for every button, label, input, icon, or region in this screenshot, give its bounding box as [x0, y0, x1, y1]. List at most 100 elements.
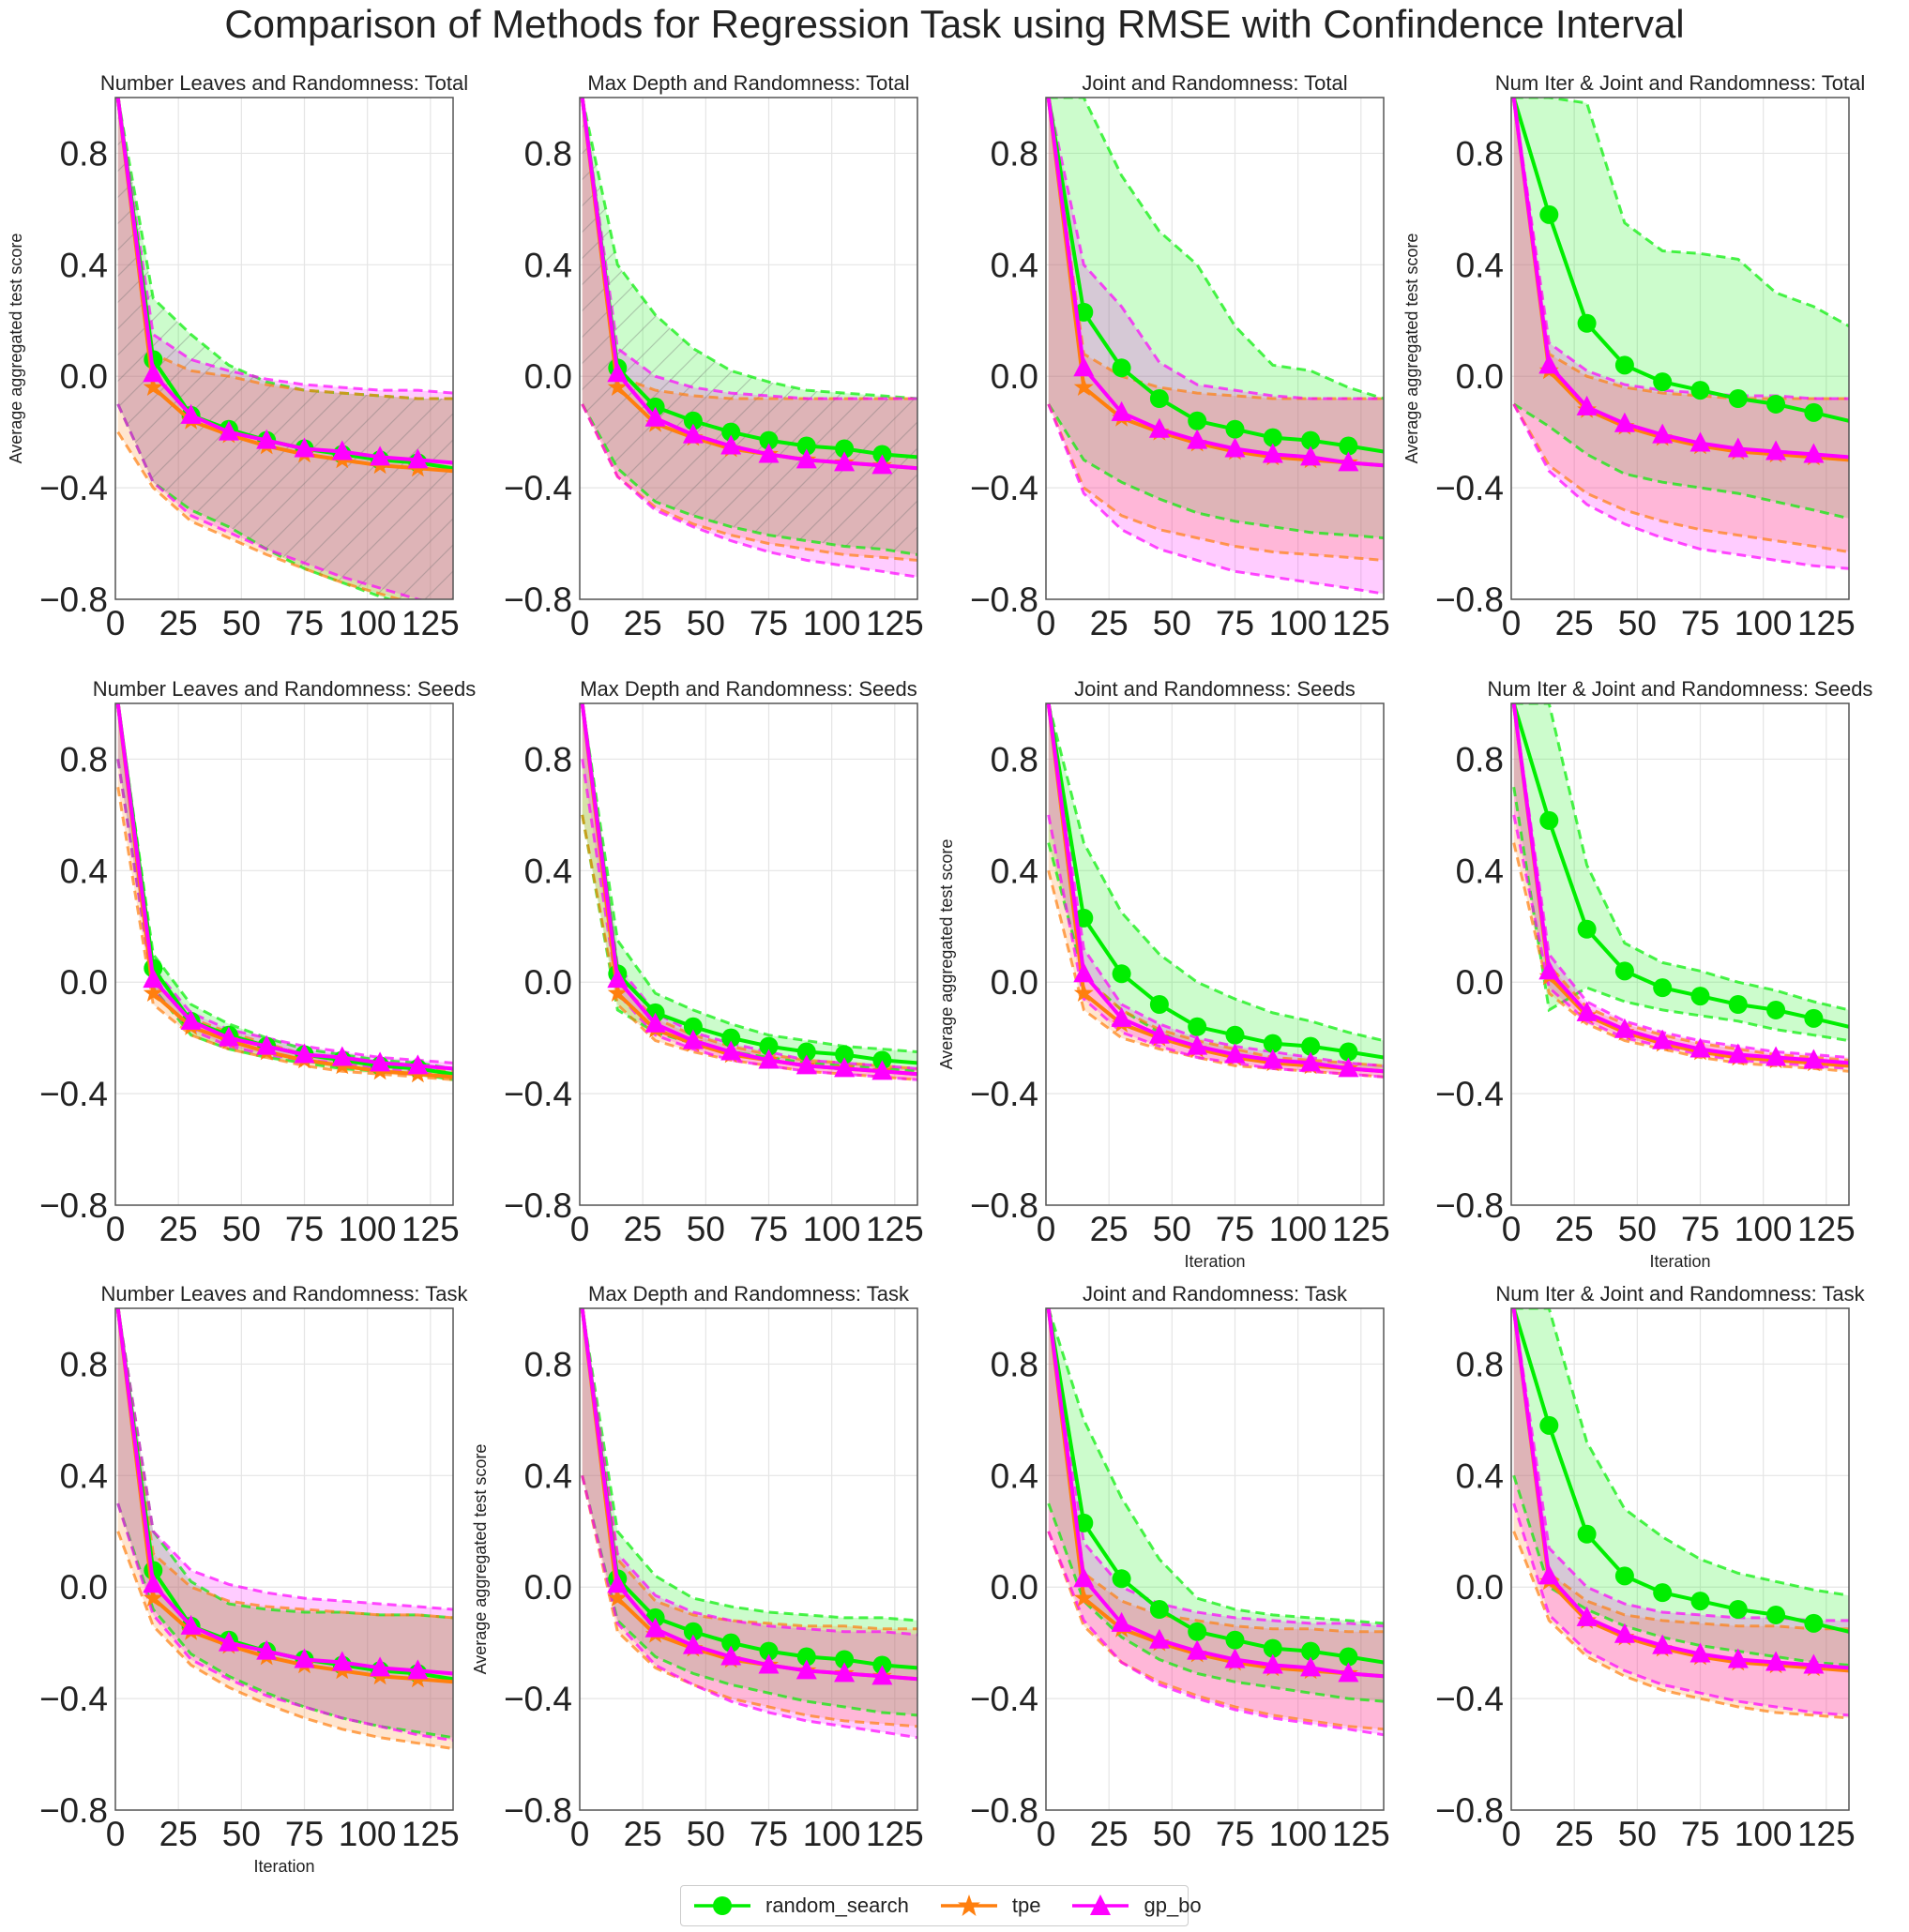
data-point-random-search: [1301, 1641, 1321, 1661]
subplot-title: Number Leaves and Randomness: Seeds: [93, 677, 476, 701]
ci-band-random-search: [582, 1308, 917, 1715]
series-line-gp-bo: [1511, 703, 1849, 1065]
data-point-gp-bo: [1224, 1648, 1246, 1668]
data-point-gp-bo: [720, 434, 742, 455]
ci-lower-line-gp-bo: [1047, 814, 1384, 1079]
ci-hatch-overlay: [117, 98, 453, 599]
ci-upper-line-gp-bo: [116, 98, 453, 395]
x-tick-label: 50: [1618, 1210, 1657, 1248]
data-point-gp-bo: [1765, 1046, 1787, 1066]
ci-lower-line-gp-bo: [116, 403, 424, 599]
axes-frame: [579, 1307, 918, 1811]
legend-item-random-search: random_search: [692, 1892, 909, 1920]
y-tick-label: 0.8: [991, 134, 1038, 173]
x-tick-label: 50: [222, 604, 261, 642]
y-tick-label: 0.0: [524, 357, 572, 396]
data-point-random-search: [1804, 1008, 1824, 1028]
data-point-tpe: [607, 1588, 628, 1607]
data-point-gp-bo: [682, 423, 704, 444]
series-line-random-search: [580, 98, 917, 460]
x-tick-label: 75: [1216, 1815, 1254, 1853]
ci-upper-line-gp-bo: [1512, 98, 1849, 400]
ci-upper-line-gp-bo: [581, 98, 917, 400]
y-tick-label: 0.0: [1456, 1568, 1504, 1607]
series-line-gp-bo: [115, 1308, 453, 1676]
ci-upper-line-tpe: [581, 1308, 917, 1631]
data-point-gp-bo: [834, 1057, 856, 1078]
y-tick-label: 0.0: [60, 1568, 108, 1607]
data-point-gp-bo: [1224, 437, 1246, 458]
subplot-title: Num Iter & Joint and Randomness: Total: [1495, 71, 1866, 95]
ci-lower-line-gp-bo: [1047, 403, 1384, 596]
data-point-random-search: [796, 1647, 816, 1667]
data-point-gp-bo: [331, 1046, 353, 1066]
data-point-random-search: [1577, 919, 1597, 939]
y-tick-label: −0.8: [1435, 1186, 1504, 1225]
axes-frame: [114, 1307, 454, 1811]
series-line-gp-bo: [1511, 98, 1849, 460]
subplot-title: Number Leaves and Randomness: Total: [100, 71, 468, 95]
ci-band-random-search: [1048, 703, 1384, 1072]
y-tick-label: 0.0: [60, 357, 108, 396]
x-tick-label: 25: [159, 604, 198, 642]
ci-lower-line-tpe: [116, 430, 404, 599]
ci-band-tpe: [1048, 1308, 1384, 1729]
x-tick-label: 25: [624, 1210, 662, 1248]
data-point-gp-bo: [1652, 1634, 1674, 1654]
data-point-gp-bo: [834, 451, 856, 472]
x-tick-label: 0: [106, 1210, 126, 1248]
data-point-gp-bo: [1576, 395, 1598, 415]
data-point-gp-bo: [1300, 1656, 1322, 1677]
data-point-random-search: [1690, 381, 1710, 400]
data-point-gp-bo: [1073, 962, 1095, 983]
axes-frame: [1510, 97, 1850, 600]
ci-lower-line-tpe: [1512, 403, 1849, 553]
y-tick-label: 0.4: [60, 246, 108, 284]
data-point-gp-bo: [1338, 1057, 1359, 1078]
data-point-gp-bo: [1187, 429, 1208, 449]
subplot-6: 0 25 50 75 100 125 −0.8 −0.4 0.0 0.4 0.8 Max Depth …: [504, 677, 924, 1248]
series-line-tpe: [115, 1308, 453, 1684]
ci-upper-line-random-search: [1513, 1308, 1849, 1597]
data-point-gp-bo: [1576, 1606, 1598, 1626]
data-point-gp-bo: [1300, 445, 1322, 466]
data-point-gp-bo: [1148, 1023, 1170, 1044]
data-point-gp-bo: [1727, 437, 1749, 458]
ci-upper-line-random-search: [581, 98, 917, 400]
ci-lower-line-tpe: [581, 1474, 917, 1728]
series-line-random-search: [580, 703, 917, 1065]
x-tick-label: 75: [750, 1815, 788, 1853]
data-point-gp-bo: [1765, 440, 1787, 460]
y-tick-label: −0.4: [970, 469, 1038, 507]
y-tick-label: −0.8: [970, 581, 1038, 619]
data-point-random-search: [759, 430, 779, 450]
data-point-tpe: [143, 983, 163, 1002]
legend-item-tpe: tpe: [939, 1892, 1040, 1920]
ci-upper-line-tpe: [1512, 1308, 1849, 1631]
legend-marker-triangle-icon: [1072, 1894, 1129, 1915]
x-tick-label: 50: [222, 1210, 261, 1248]
ci-upper-line-tpe: [1512, 703, 1849, 1062]
data-point-gp-bo: [1073, 356, 1095, 377]
y-tick-label: −0.4: [1435, 1680, 1504, 1718]
subplot-title: Num Iter & Joint and Randomness: Task: [1495, 1282, 1865, 1306]
subplot-title: Joint and Randomness: Total: [1082, 71, 1347, 95]
data-point-gp-bo: [607, 968, 629, 989]
x-tick-label: 25: [1555, 1815, 1594, 1853]
data-point-random-search: [1539, 1415, 1559, 1435]
x-tick-label: 125: [1332, 1210, 1390, 1248]
x-tick-label: 100: [803, 1210, 861, 1248]
data-point-gp-bo: [294, 437, 315, 458]
x-tick-label: 100: [1735, 604, 1793, 642]
y-tick-label: −0.4: [504, 1075, 572, 1113]
ci-upper-line-gp-bo: [1512, 1308, 1849, 1623]
y-tick-label: 0.0: [991, 963, 1038, 1002]
data-point-random-search: [1766, 1000, 1786, 1019]
data-point-gp-bo: [1538, 354, 1560, 374]
ci-upper-line-gp-bo: [1047, 98, 1384, 400]
ci-band-random-search: [1048, 1308, 1384, 1702]
data-point-random-search: [1339, 1647, 1358, 1667]
series-line-random-search: [1046, 1308, 1384, 1665]
ci-lower-line-random-search: [1512, 402, 1849, 521]
plot-area: [1046, 703, 1384, 1079]
